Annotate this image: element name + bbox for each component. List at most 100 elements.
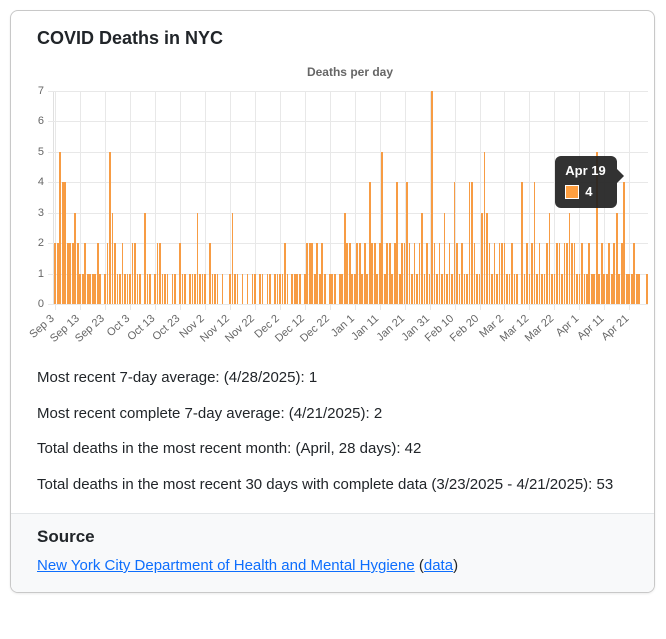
chart-bar[interactable] (441, 273, 443, 304)
chart-bar[interactable] (543, 273, 546, 304)
chart-bar[interactable] (558, 243, 561, 304)
chart-bar[interactable] (119, 273, 121, 304)
chart-bar[interactable] (281, 273, 284, 304)
chart-bar[interactable] (503, 243, 506, 304)
chart-bar[interactable] (391, 273, 394, 304)
chart-bar[interactable] (583, 273, 586, 304)
chart-bar[interactable] (398, 273, 401, 304)
chart-bar[interactable] (378, 243, 381, 304)
chart-bar[interactable] (71, 243, 74, 304)
chart-bar[interactable] (461, 243, 463, 304)
chart-bar[interactable] (159, 243, 161, 304)
chart-bar[interactable] (605, 273, 608, 304)
chart-bar[interactable] (371, 243, 374, 304)
chart-bar[interactable] (106, 243, 109, 304)
chart-bar[interactable] (508, 273, 511, 304)
chart-bar[interactable] (600, 243, 603, 304)
chart-bar[interactable] (171, 273, 174, 304)
chart-bar[interactable] (456, 243, 458, 304)
chart-bar[interactable] (448, 243, 451, 304)
chart-bar[interactable] (181, 273, 184, 304)
chart-bar[interactable] (486, 212, 488, 304)
chart-bar[interactable] (556, 243, 558, 304)
chart-bar[interactable] (254, 273, 256, 304)
chart-bar[interactable] (116, 273, 119, 304)
chart-bar[interactable] (471, 182, 473, 304)
chart-bar[interactable] (501, 243, 503, 304)
chart-bar[interactable] (69, 243, 72, 304)
chart-bar[interactable] (114, 243, 116, 304)
chart-bar[interactable] (351, 273, 354, 304)
chart-bar[interactable] (645, 273, 648, 304)
chart-bar[interactable] (231, 212, 234, 304)
chart-bar[interactable] (426, 243, 428, 304)
chart-bar[interactable] (531, 243, 533, 304)
chart-bar[interactable] (635, 273, 638, 304)
chart-bar[interactable] (161, 273, 164, 304)
source-primary-link[interactable]: New York City Department of Health and M… (37, 557, 415, 574)
chart-bar[interactable] (633, 243, 636, 304)
chart-bar[interactable] (266, 273, 269, 304)
chart-bar[interactable] (189, 273, 191, 304)
chart-bar[interactable] (229, 273, 231, 304)
chart-bar[interactable] (516, 273, 518, 304)
chart-bar[interactable] (576, 273, 578, 304)
chart-bar[interactable] (590, 273, 593, 304)
chart-bar[interactable] (321, 243, 324, 304)
chart-bar[interactable] (274, 273, 276, 304)
chart-bar[interactable] (451, 273, 453, 304)
chart-bar[interactable] (251, 273, 254, 304)
chart-bar[interactable] (346, 243, 349, 304)
chart-bar[interactable] (308, 243, 311, 304)
chart-bar[interactable] (526, 243, 528, 304)
chart-bar[interactable] (620, 243, 623, 304)
chart-bar[interactable] (386, 243, 389, 304)
chart-bar[interactable] (221, 273, 224, 304)
chart-bar[interactable] (318, 273, 321, 304)
chart-bar[interactable] (578, 273, 581, 304)
chart-bar[interactable] (236, 273, 239, 304)
chart-bar[interactable] (638, 273, 641, 304)
chart-bar[interactable] (261, 273, 264, 304)
chart-bar[interactable] (618, 273, 621, 304)
chart-bar[interactable] (496, 273, 498, 304)
chart-bar[interactable] (311, 243, 314, 304)
chart-bar[interactable] (566, 243, 568, 304)
chart-bar[interactable] (615, 212, 618, 304)
chart-bar[interactable] (164, 273, 166, 304)
chart-bar[interactable] (446, 273, 448, 304)
chart-bar[interactable] (293, 273, 296, 304)
chart-bar[interactable] (416, 273, 418, 304)
chart-bar[interactable] (59, 151, 62, 304)
chart-bar[interactable] (533, 182, 536, 304)
chart-bar[interactable] (348, 243, 351, 304)
chart-bar[interactable] (613, 243, 616, 304)
chart-bar[interactable] (610, 273, 613, 304)
chart-bar[interactable] (174, 273, 176, 304)
chart-bar[interactable] (630, 273, 633, 304)
chart-bar[interactable] (491, 273, 493, 304)
chart-bar[interactable] (279, 273, 281, 304)
chart-bar[interactable] (199, 273, 201, 304)
chart-bar[interactable] (341, 273, 344, 304)
chart-bar[interactable] (563, 243, 566, 304)
chart-bar[interactable] (406, 182, 408, 304)
chart-bar[interactable] (209, 243, 211, 304)
chart-bar[interactable] (259, 273, 261, 304)
chart-bar[interactable] (625, 273, 628, 304)
chart-bar[interactable] (553, 273, 556, 304)
chart-bar[interactable] (498, 243, 501, 304)
chart-bar[interactable] (104, 273, 106, 304)
chart-bar[interactable] (56, 243, 59, 304)
chart-bar[interactable] (363, 243, 366, 304)
chart-bar[interactable] (94, 273, 97, 304)
chart-bar[interactable] (66, 243, 69, 304)
chart-bar[interactable] (358, 243, 361, 304)
chart-bar[interactable] (79, 273, 82, 304)
chart-bar[interactable] (194, 273, 196, 304)
chart-bar[interactable] (383, 273, 386, 304)
chart-bar[interactable] (436, 273, 438, 304)
chart-bar[interactable] (473, 243, 476, 304)
chart-bar[interactable] (86, 273, 89, 304)
